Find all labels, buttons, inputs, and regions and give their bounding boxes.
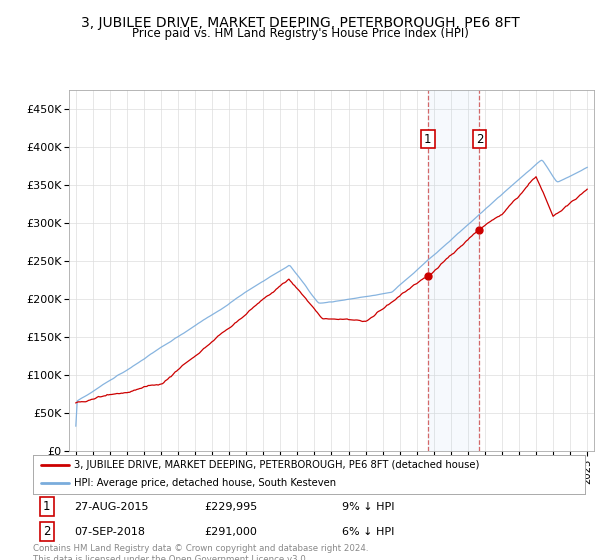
Text: 2: 2: [43, 525, 50, 538]
Text: Price paid vs. HM Land Registry's House Price Index (HPI): Price paid vs. HM Land Registry's House …: [131, 27, 469, 40]
Text: 1: 1: [424, 133, 431, 146]
Text: 07-SEP-2018: 07-SEP-2018: [74, 526, 145, 536]
Text: 6% ↓ HPI: 6% ↓ HPI: [342, 526, 394, 536]
Text: 1: 1: [43, 500, 50, 513]
Text: 3, JUBILEE DRIVE, MARKET DEEPING, PETERBOROUGH, PE6 8FT (detached house): 3, JUBILEE DRIVE, MARKET DEEPING, PETERB…: [74, 460, 480, 470]
Text: £291,000: £291,000: [204, 526, 257, 536]
Text: 3, JUBILEE DRIVE, MARKET DEEPING, PETERBOROUGH, PE6 8FT: 3, JUBILEE DRIVE, MARKET DEEPING, PETERB…: [80, 16, 520, 30]
Bar: [428, 90, 479, 451]
Text: Contains HM Land Registry data © Crown copyright and database right 2024.
This d: Contains HM Land Registry data © Crown c…: [33, 544, 368, 560]
Text: HPI: Average price, detached house, South Kesteven: HPI: Average price, detached house, Sout…: [74, 478, 337, 488]
Text: 9% ↓ HPI: 9% ↓ HPI: [342, 502, 395, 512]
Text: 27-AUG-2015: 27-AUG-2015: [74, 502, 149, 512]
Text: 2: 2: [476, 133, 483, 146]
Text: £229,995: £229,995: [204, 502, 257, 512]
